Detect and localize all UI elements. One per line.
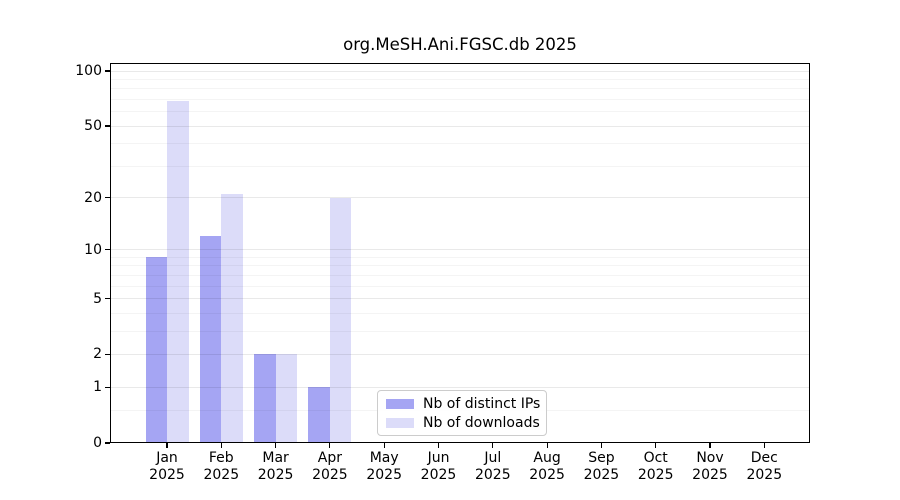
y-axis-tick (105, 386, 110, 388)
x-axis-tick (166, 443, 168, 448)
legend-swatch-distinct-ips (386, 398, 414, 409)
y-tick-label: 1 (93, 379, 102, 396)
y-tick-label: 0 (93, 435, 102, 451)
y-tick-label: 20 (84, 189, 102, 206)
bar-downloads (221, 193, 243, 443)
minor-gridline (110, 165, 810, 167)
major-gridline (110, 386, 810, 388)
x-axis-tick (600, 443, 602, 448)
x-tick-label: Aug 2025 (529, 450, 565, 483)
y-tick-label: 5 (93, 290, 102, 307)
bar-downloads (167, 100, 189, 443)
y-tick-label: 10 (84, 241, 102, 258)
legend-label-downloads: Nb of downloads (423, 414, 540, 431)
y-axis-tick (105, 442, 110, 444)
bar-distinct-ips (199, 236, 222, 443)
y-tick-label: 100 (75, 63, 102, 79)
x-tick-label: Jul 2025 (474, 450, 511, 483)
legend-label-distinct-ips: Nb of distinct IPs (423, 395, 541, 412)
major-gridline (110, 125, 810, 127)
minor-gridline (110, 111, 810, 113)
x-tick-label: May 2025 (366, 450, 402, 483)
minor-gridline (110, 274, 810, 276)
y-axis-tick (105, 70, 110, 72)
chart-title: org.MeSH.Ani.FGSC.db 2025 (343, 35, 577, 54)
x-axis-tick (329, 443, 331, 448)
x-axis-tick (383, 443, 385, 448)
minor-gridline (110, 143, 810, 145)
minor-gridline (110, 78, 810, 80)
bar-distinct-ips (254, 354, 276, 443)
minor-gridline (110, 330, 810, 332)
x-axis-tick (437, 443, 440, 448)
major-gridline (110, 197, 810, 199)
legend-item-downloads: Nb of downloads (386, 414, 540, 431)
legend-swatch-downloads (386, 417, 414, 428)
bar-distinct-ips (145, 257, 167, 443)
y-axis-tick (105, 353, 110, 356)
x-tick-label: Jan 2025 (149, 450, 185, 483)
minor-gridline (110, 265, 810, 267)
x-tick-label: Nov 2025 (692, 450, 728, 483)
major-gridline (110, 353, 810, 355)
major-gridline (110, 298, 810, 300)
x-tick-label: Dec 2025 (746, 450, 783, 483)
bar-distinct-ips (308, 387, 330, 443)
x-axis-tick (275, 443, 277, 448)
x-tick-label: Mar 2025 (257, 450, 294, 483)
y-tick-label: 2 (93, 346, 102, 363)
y-axis-tick (105, 196, 110, 199)
x-tick-label: Jun 2025 (420, 450, 457, 483)
x-axis-tick (492, 443, 494, 448)
bar-downloads (329, 197, 352, 443)
legend-item-distinct-ips: Nb of distinct IPs (386, 395, 541, 412)
y-axis-tick (105, 125, 110, 127)
legend: Nb of distinct IPs Nb of downloads (377, 390, 547, 436)
x-tick-label: Oct 2025 (637, 450, 674, 483)
minor-gridline (110, 285, 810, 287)
major-gridline (110, 249, 810, 251)
x-axis-tick (655, 443, 657, 448)
y-tick-label: 50 (84, 118, 102, 135)
minor-gridline (110, 312, 810, 314)
minor-gridline (110, 256, 810, 258)
y-axis-tick (105, 297, 110, 300)
x-axis-tick (546, 443, 548, 448)
major-gridline (110, 70, 810, 72)
minor-gridline (110, 88, 810, 90)
minor-gridline (110, 98, 810, 100)
y-axis-tick (105, 249, 110, 251)
x-tick-label: Sep 2025 (583, 450, 620, 483)
plot-area (110, 63, 810, 443)
bar-downloads (275, 354, 298, 443)
x-tick-label: Apr 2025 (312, 450, 348, 483)
x-axis-tick (763, 443, 765, 448)
x-axis-tick (709, 443, 711, 448)
x-tick-label: Feb 2025 (203, 450, 240, 483)
x-axis-tick (220, 443, 222, 448)
